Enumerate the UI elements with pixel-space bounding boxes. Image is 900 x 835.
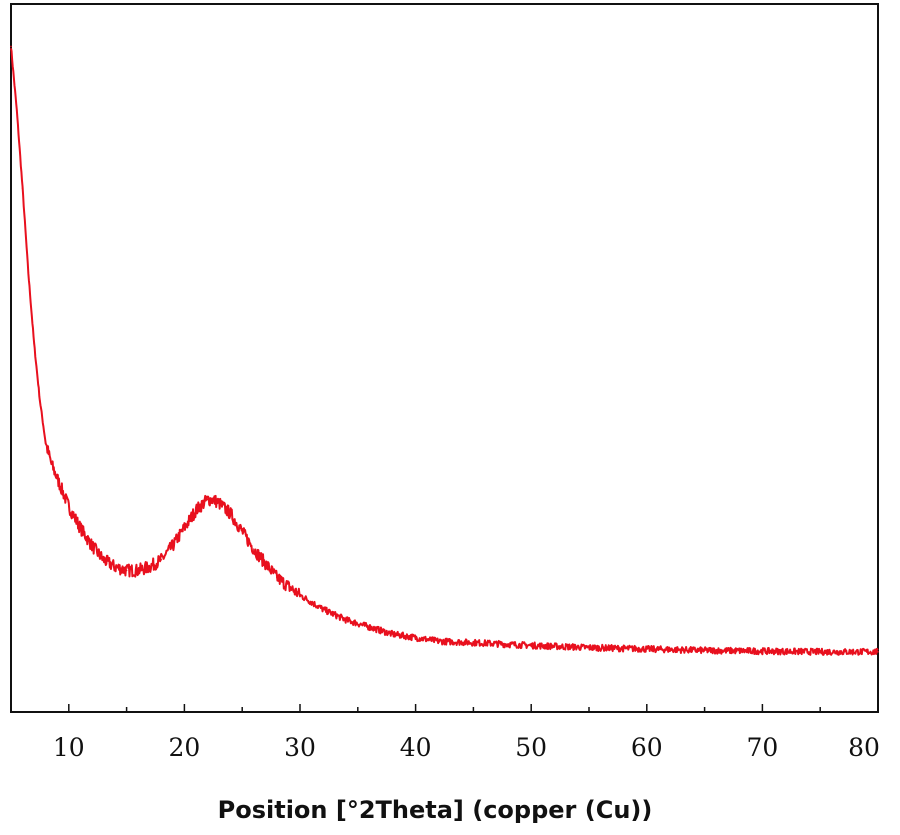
data-point — [50, 463, 53, 466]
data-point — [125, 569, 128, 572]
data-point — [56, 477, 59, 480]
data-point — [530, 644, 532, 647]
data-point — [62, 491, 64, 494]
data-point — [252, 548, 255, 550]
data-point — [148, 566, 151, 568]
data-point — [91, 544, 93, 547]
data-point — [877, 651, 879, 653]
x-tick-label: 10 — [53, 733, 85, 762]
x-tick-label: 60 — [631, 733, 663, 762]
data-point — [39, 399, 41, 402]
data-point — [79, 527, 82, 529]
data-point — [299, 594, 301, 596]
data-point — [437, 640, 440, 642]
data-point — [819, 651, 821, 653]
x-tick-label: 80 — [848, 733, 880, 762]
data-point — [21, 187, 24, 189]
data-point — [368, 626, 371, 628]
data-point — [264, 562, 267, 565]
x-axis-title: Position [°2Theta] (copper (Cu)) — [218, 796, 653, 824]
data-point — [114, 566, 116, 568]
data-point — [276, 576, 278, 579]
data-point — [195, 509, 197, 512]
data-point — [345, 619, 348, 621]
data-point — [33, 343, 35, 345]
data-point — [68, 505, 70, 508]
data-point — [183, 527, 186, 529]
data-point — [414, 636, 417, 639]
x-tick-label: 40 — [400, 733, 432, 762]
data-point — [588, 646, 590, 649]
data-point — [472, 641, 475, 644]
data-point — [44, 442, 47, 444]
plot-frame — [10, 3, 879, 713]
data-point — [15, 109, 18, 111]
x-tick-label: 20 — [168, 733, 200, 762]
data-point — [646, 648, 648, 650]
data-point — [102, 558, 105, 561]
data-point — [172, 544, 174, 547]
data-point — [761, 650, 764, 652]
x-axis-tick-labels: 10 20 30 40 50 60 70 80 — [53, 733, 880, 762]
data-point — [241, 530, 243, 533]
data-point — [27, 272, 30, 274]
data-point — [10, 45, 12, 48]
x-tick-label: 70 — [746, 733, 778, 762]
data-point — [212, 498, 215, 501]
x-tick-label: 50 — [515, 733, 547, 762]
data-point — [391, 633, 394, 635]
data-point — [703, 649, 706, 652]
data-point — [229, 512, 232, 515]
x-tick-label: 30 — [284, 733, 316, 762]
series-layer — [10, 45, 879, 656]
x-axis-ticks — [10, 704, 879, 712]
series-line — [10, 48, 879, 656]
data-point — [218, 502, 220, 504]
data-point — [322, 608, 324, 611]
data-point — [206, 498, 209, 501]
data-point — [160, 558, 163, 561]
data-point — [137, 569, 139, 572]
